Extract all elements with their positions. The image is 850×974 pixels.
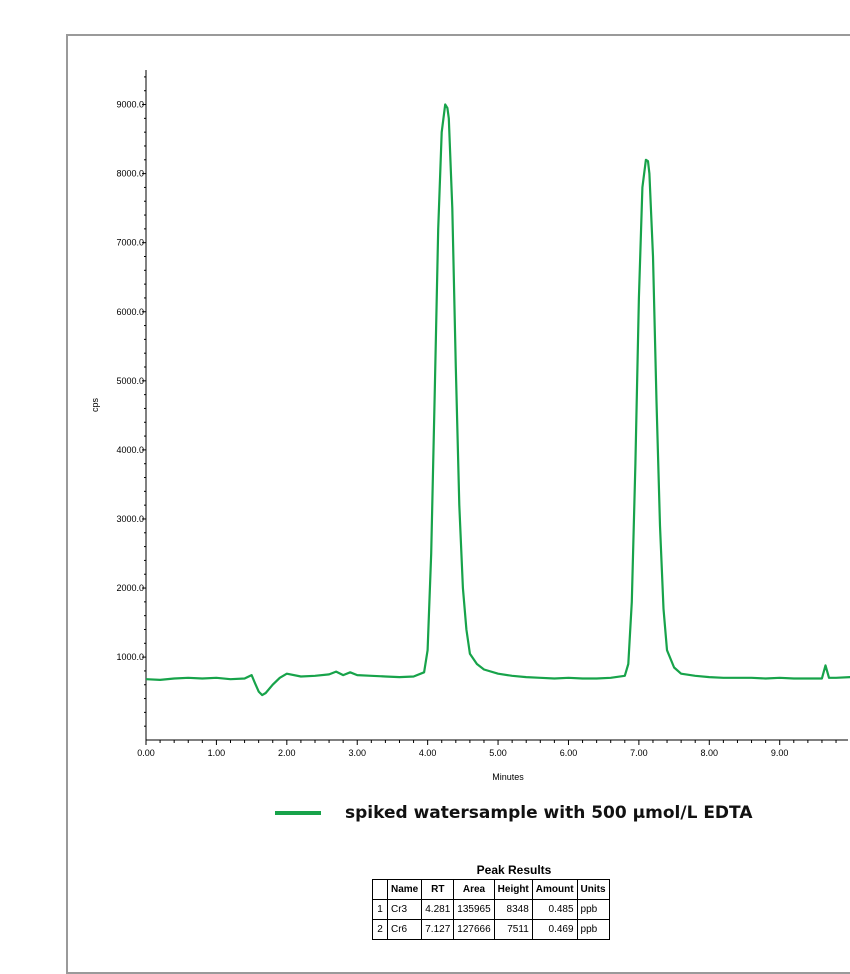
y-tick-label: 6000.0 — [116, 307, 144, 317]
y-tick-label: 7000.0 — [116, 238, 144, 248]
y-tick-label: 5000.0 — [116, 376, 144, 386]
peak-table-cell: Cr3 — [386, 899, 423, 920]
peak-table-cell: 7511 — [493, 919, 533, 940]
x-tick-label: 0.00 — [137, 748, 155, 758]
legend: spiked watersample with 500 µmol/L EDTA — [275, 803, 752, 823]
peak-table-header-cell: Amount — [531, 879, 578, 900]
x-tick-label: 2.00 — [278, 748, 296, 758]
peak-table-cell: 0.469 — [531, 919, 578, 940]
peak-table-header: Name RT Area Height Amount Units — [372, 879, 610, 900]
peak-table-cell: 7.127 — [421, 919, 455, 940]
legend-label: spiked watersample with 500 µmol/L EDTA — [345, 803, 753, 823]
x-tick-label: 5.00 — [489, 748, 507, 758]
table-row: 1 Cr3 4.281 135965 8348 0.485 ppb — [372, 899, 610, 920]
x-tick-label: 8.00 — [701, 748, 719, 758]
peak-table-cell: 8348 — [493, 899, 533, 920]
x-tick-label: 3.00 — [348, 748, 366, 758]
peak-table-header-cell: Units — [576, 879, 610, 900]
peak-results-table: Name RT Area Height Amount Units 1 Cr3 4.281 135… — [372, 879, 610, 940]
peak-table-cell: 0.485 — [531, 899, 578, 920]
y-axis-label: cps — [90, 398, 100, 413]
axes — [145, 70, 848, 741]
x-tick-label: 9.00 — [771, 748, 789, 758]
y-tick-label: 1000.0 — [116, 652, 144, 662]
peak-table-header-cell — [372, 879, 388, 900]
chart-frame — [66, 34, 850, 974]
x-axis-label: Minutes — [492, 772, 524, 782]
series-group — [145, 103, 850, 697]
peak-table-cell: 1 — [372, 899, 388, 920]
peak-table-cell: 127666 — [453, 919, 495, 940]
peak-table-cell: 135965 — [453, 899, 495, 920]
y-tick-label: 8000.0 — [116, 169, 144, 179]
peak-table-header-cell: RT — [421, 879, 455, 900]
x-tick-label: 1.00 — [208, 748, 226, 758]
peak-results-title: Peak Results — [476, 863, 552, 877]
peak-table-header-cell: Area — [453, 879, 495, 900]
chromatogram-chart: 1000.0 2000.0 3000.0 4000.0 5000.0 6000.0 7000… — [90, 70, 850, 782]
peak-table-body: 1 Cr3 4.281 135965 8348 0.485 ppb 2 Cr6 7.127 1276… — [372, 899, 610, 940]
legend-swatch — [275, 811, 321, 815]
series-line — [145, 103, 850, 697]
peak-table-cell: 4.281 — [421, 899, 455, 920]
peak-table-cell: ppb — [576, 919, 610, 940]
y-tick-label: 9000.0 — [116, 100, 144, 110]
peak-table-header-cell: Height — [493, 879, 533, 900]
y-tick-label: 4000.0 — [116, 445, 144, 455]
peak-table-cell: Cr6 — [386, 919, 423, 940]
peak-table-cell: 2 — [372, 919, 388, 940]
x-tick-label: 6.00 — [560, 748, 578, 758]
x-tick-label: 7.00 — [630, 748, 648, 758]
ticks: 1000.0 2000.0 3000.0 4000.0 5000.0 6000.0 7000… — [116, 76, 837, 758]
table-row: 2 Cr6 7.127 127666 7511 0.469 ppb — [372, 919, 610, 940]
x-tick-label: 4.00 — [419, 748, 437, 758]
peak-table-cell: ppb — [576, 899, 610, 920]
y-tick-label: 3000.0 — [116, 514, 144, 524]
peak-table-header-cell: Name — [386, 879, 423, 900]
y-tick-label: 2000.0 — [116, 583, 144, 593]
